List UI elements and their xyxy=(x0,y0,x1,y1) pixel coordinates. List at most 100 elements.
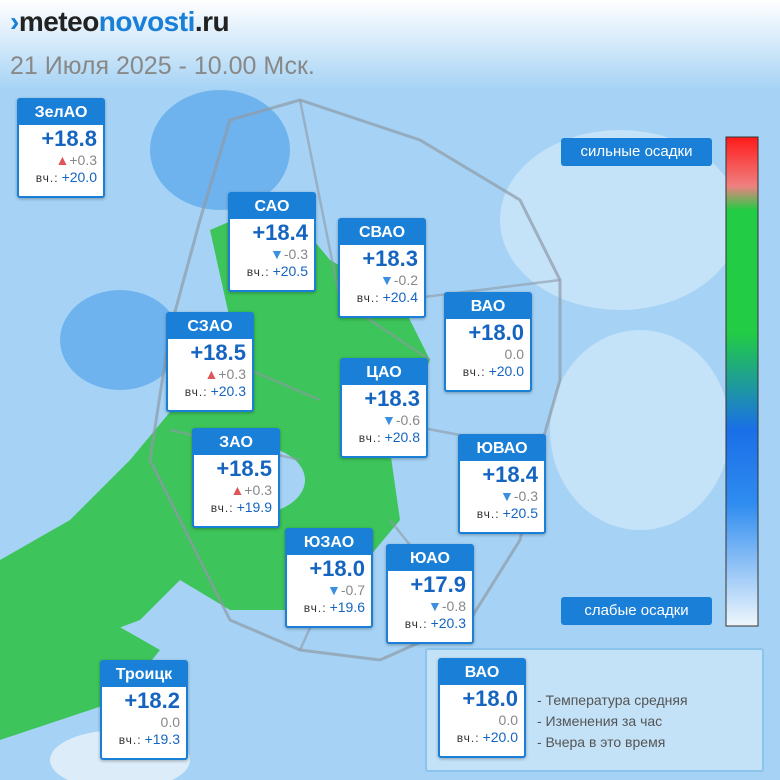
trend-arrow: ▲ xyxy=(230,482,245,498)
yesterday: вч.: +19.9 xyxy=(194,499,278,515)
change-value: 0.0 xyxy=(504,346,524,362)
district-name: СЗАО xyxy=(168,314,252,339)
district-name: ЗелАО xyxy=(19,100,103,125)
yesterday-label: вч.: xyxy=(356,291,380,305)
temperature: +18.3 xyxy=(364,386,420,411)
district-name: ВАО xyxy=(446,294,530,319)
district-name: Троицк xyxy=(102,662,186,687)
yesterday-value: +20.4 xyxy=(382,289,418,305)
logo-text: meteo xyxy=(18,6,99,37)
hourly-change: 0.0 xyxy=(102,713,186,731)
trend-arrow: ▼ xyxy=(428,598,442,614)
date: 21 Июля 2025 - 10.00 Мск. xyxy=(10,52,315,80)
logo-text: novosti xyxy=(98,6,196,37)
hourly-change: ▲+0.3 xyxy=(168,365,252,383)
trend-arrow: ▼ xyxy=(327,582,341,598)
change-value: +0.3 xyxy=(218,366,246,382)
yesterday-label: вч.: xyxy=(35,171,59,185)
yesterday-value: +20.0 xyxy=(482,729,518,745)
temperature: +18.2 xyxy=(124,688,180,713)
legend-line: - Температура средняя xyxy=(537,692,688,708)
hourly-change: ▼-0.7 xyxy=(287,581,371,599)
hourly-change: ▲+0.3 xyxy=(19,151,103,169)
yesterday: вч.: +20.5 xyxy=(460,505,544,521)
change-value: -0.7 xyxy=(340,582,365,598)
yesterday-value: +20.0 xyxy=(61,169,97,185)
district-name: ЮВАО xyxy=(460,436,544,461)
hourly-change: 0.0 xyxy=(440,711,524,729)
temperature: +18.4 xyxy=(252,220,308,245)
change-value: +0.3 xyxy=(69,152,97,168)
change-value: -0.6 xyxy=(395,412,420,428)
change-value: -0.8 xyxy=(441,598,466,614)
hourly-change: ▼-0.3 xyxy=(460,487,544,505)
district-box: ЮЗАО +18.0 ▼-0.7 вч.: +19.6 xyxy=(285,528,373,628)
yesterday-label: вч.: xyxy=(404,617,428,631)
yesterday: вч.: +20.0 xyxy=(19,169,103,185)
district-box: ЦАО +18.3 ▼-0.6 вч.: +20.8 xyxy=(340,358,428,458)
change-value: 0.0 xyxy=(160,714,180,730)
district-name: ЮЗАО xyxy=(287,530,371,555)
temperature: +18.4 xyxy=(482,462,538,487)
district-box: СЗАО +18.5 ▲+0.3 вч.: +20.3 xyxy=(166,312,254,412)
hourly-change: ▲+0.3 xyxy=(194,481,278,499)
legend-line: - Изменения за час xyxy=(537,713,663,729)
legend-line: - Вчера в это время xyxy=(537,734,666,750)
scale-label: слабые осадки xyxy=(561,597,712,625)
change-value: -0.3 xyxy=(513,488,538,504)
yesterday: вч.: +20.5 xyxy=(230,263,314,279)
trend-arrow: ▼ xyxy=(380,272,394,288)
yesterday-label: вч.: xyxy=(246,265,270,279)
temperature: +18.8 xyxy=(41,126,97,151)
change-value: -0.3 xyxy=(283,246,308,262)
yesterday: вч.: +20.4 xyxy=(340,289,424,305)
district-box: ЮАО +17.9 ▼-0.8 вч.: +20.3 xyxy=(386,544,474,644)
logo: ›meteonovosti.ru xyxy=(10,6,230,38)
change-value: 0.0 xyxy=(498,712,518,728)
yesterday: вч.: +20.3 xyxy=(168,383,252,399)
district-box: ВАО +18.0 0.0 вч.: +20.0 xyxy=(438,658,526,758)
yesterday-label: вч.: xyxy=(303,601,327,615)
yesterday: вч.: +20.0 xyxy=(440,729,524,745)
yesterday-value: +20.3 xyxy=(210,383,246,399)
yesterday-label: вч.: xyxy=(358,431,382,445)
yesterday-label: вч.: xyxy=(462,365,486,379)
district-box: САО +18.4 ▼-0.3 вч.: +20.5 xyxy=(228,192,316,292)
temperature: +18.0 xyxy=(462,686,518,711)
yesterday: вч.: +20.8 xyxy=(342,429,426,445)
district-name: ЗАО xyxy=(194,430,278,455)
district-box: ЮВАО +18.4 ▼-0.3 вч.: +20.5 xyxy=(458,434,546,534)
district-name: ВАО xyxy=(440,660,524,685)
temperature: +18.5 xyxy=(216,456,272,481)
precipitation-scale xyxy=(725,136,759,627)
hourly-change: ▼-0.6 xyxy=(342,411,426,429)
logo-text: .ru xyxy=(194,6,230,37)
yesterday-value: +20.8 xyxy=(384,429,420,445)
yesterday-label: вч.: xyxy=(210,501,234,515)
yesterday-label: вч.: xyxy=(184,385,208,399)
yesterday-value: +19.3 xyxy=(144,731,180,747)
change-value: -0.2 xyxy=(393,272,418,288)
district-name: ЦАО xyxy=(342,360,426,385)
yesterday: вч.: +20.0 xyxy=(446,363,530,379)
yesterday-value: +19.9 xyxy=(236,499,272,515)
district-box: ЗАО +18.5 ▲+0.3 вч.: +19.9 xyxy=(192,428,280,528)
district-box: ЗелАО +18.8 ▲+0.3 вч.: +20.0 xyxy=(17,98,105,198)
temperature: +18.3 xyxy=(362,246,418,271)
yesterday-value: +20.3 xyxy=(430,615,466,631)
yesterday-label: вч.: xyxy=(118,733,142,747)
trend-arrow: ▼ xyxy=(270,246,284,262)
trend-arrow: ▲ xyxy=(55,152,70,168)
trend-arrow: ▲ xyxy=(204,366,219,382)
scale-label: сильные осадки xyxy=(561,138,712,166)
yesterday-label: вч.: xyxy=(456,731,480,745)
hourly-change: ▼-0.3 xyxy=(230,245,314,263)
temperature: +18.0 xyxy=(468,320,524,345)
yesterday-value: +20.0 xyxy=(488,363,524,379)
trend-arrow: ▼ xyxy=(382,412,396,428)
yesterday: вч.: +19.3 xyxy=(102,731,186,747)
district-box: Троицк +18.2 0.0 вч.: +19.3 xyxy=(100,660,188,760)
district-name: СВАО xyxy=(340,220,424,245)
yesterday: вч.: +20.3 xyxy=(388,615,472,631)
yesterday-value: +19.6 xyxy=(329,599,365,615)
